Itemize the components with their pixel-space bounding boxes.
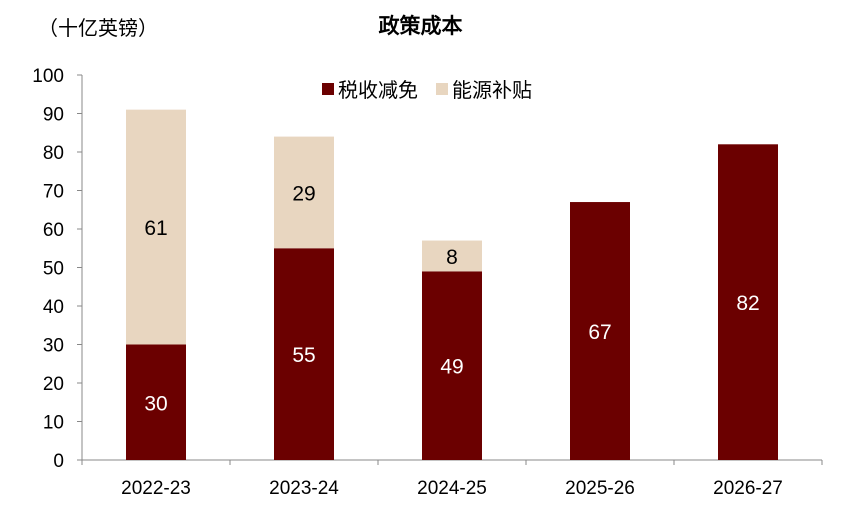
data-label-energy: 8 bbox=[446, 246, 458, 269]
y-tick-label: 0 bbox=[53, 451, 64, 472]
data-label-tax: 67 bbox=[588, 321, 611, 344]
x-tick-label: 2022-23 bbox=[121, 478, 191, 499]
y-tick-label: 30 bbox=[43, 336, 64, 357]
bar-tax bbox=[422, 271, 482, 460]
legend-label-energy: 能源补贴 bbox=[452, 78, 532, 102]
bar-tax bbox=[570, 202, 630, 461]
y-tick-label: 80 bbox=[43, 143, 64, 164]
y-tick-label: 90 bbox=[43, 105, 64, 126]
legend-label-tax: 税收减免 bbox=[338, 78, 418, 102]
legend-item-energy: 能源补贴 bbox=[436, 74, 532, 103]
y-tick-label: 100 bbox=[32, 66, 64, 87]
x-tick-label: 2024-25 bbox=[417, 478, 487, 499]
data-label-tax: 55 bbox=[292, 344, 315, 367]
bar-energy bbox=[422, 240, 482, 272]
y-tick-label: 10 bbox=[43, 413, 64, 434]
data-label-tax: 30 bbox=[144, 392, 167, 415]
unit-label: （十亿英镑） bbox=[38, 16, 158, 40]
x-tick-label: 2025-26 bbox=[565, 478, 635, 499]
y-tick-label: 40 bbox=[43, 297, 64, 318]
x-tick-label: 2026-27 bbox=[713, 478, 783, 499]
legend-item-tax: 税收减免 bbox=[322, 74, 418, 103]
legend: 税收减免 能源补贴 bbox=[322, 74, 550, 103]
data-label-energy: 61 bbox=[144, 217, 167, 240]
bar-energy bbox=[274, 136, 334, 249]
legend-swatch-tax bbox=[322, 82, 334, 95]
bar-tax bbox=[274, 248, 334, 460]
y-tick-label: 60 bbox=[43, 220, 64, 241]
x-tick-label: 2023-24 bbox=[269, 478, 339, 499]
bar-energy bbox=[126, 109, 186, 345]
bar-tax bbox=[718, 144, 778, 461]
legend-swatch-energy bbox=[436, 82, 448, 95]
y-tick-label: 50 bbox=[43, 259, 64, 280]
data-label-tax: 49 bbox=[440, 356, 463, 379]
data-label-energy: 29 bbox=[292, 182, 315, 205]
chart-title: 政策成本 bbox=[378, 14, 463, 38]
bar-tax bbox=[126, 344, 186, 460]
y-tick-label: 70 bbox=[43, 182, 64, 203]
y-tick-label: 20 bbox=[43, 374, 64, 395]
data-label-tax: 82 bbox=[736, 292, 759, 315]
